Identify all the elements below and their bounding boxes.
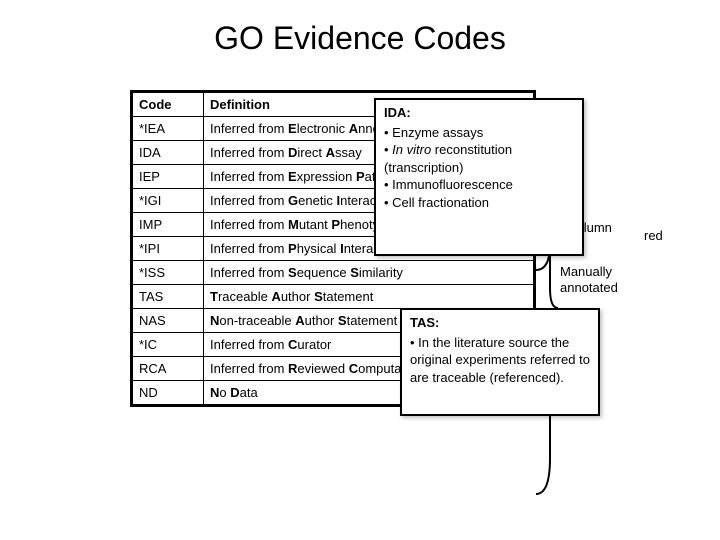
callout-tas-heading: TAS: <box>410 314 590 332</box>
side-text-red: red <box>644 228 663 243</box>
cell-definition: Inferred from Sequence Similarity <box>204 261 534 285</box>
header-code: Code <box>133 93 204 117</box>
cell-code: *IGI <box>133 189 204 213</box>
page-title: GO Evidence Codes <box>0 20 720 57</box>
cell-code: *ISS <box>133 261 204 285</box>
cell-code: IEP <box>133 165 204 189</box>
cell-code: *IC <box>133 333 204 357</box>
callout-ida-heading: IDA: <box>384 104 574 122</box>
cell-code: NAS <box>133 309 204 333</box>
cell-code: IDA <box>133 141 204 165</box>
cell-code: TAS <box>133 285 204 309</box>
callout-tas: TAS: • In the literature source the orig… <box>400 308 600 416</box>
callout-ida-item: • Cell fractionation <box>384 194 574 212</box>
callout-tas-text: • In the literature source the original … <box>410 334 590 387</box>
callout-ida-item: • In vitro reconstitution (transcription… <box>384 141 574 176</box>
callout-ida-item: • Enzyme assays <box>384 124 574 142</box>
table-row: TASTraceable Author Statement <box>133 285 534 309</box>
side-text-manual: Manually annotated <box>560 264 618 295</box>
callout-ida-item: • Immunofluorescence <box>384 176 574 194</box>
table-row: *ISSInferred from Sequence Similarity <box>133 261 534 285</box>
cell-code: *IEA <box>133 117 204 141</box>
cell-code: IMP <box>133 213 204 237</box>
cell-code: ND <box>133 381 204 405</box>
cell-code: *IPI <box>133 237 204 261</box>
cell-definition: Traceable Author Statement <box>204 285 534 309</box>
cell-code: RCA <box>133 357 204 381</box>
callout-ida: IDA: • Enzyme assays • In vitro reconsti… <box>374 98 584 256</box>
